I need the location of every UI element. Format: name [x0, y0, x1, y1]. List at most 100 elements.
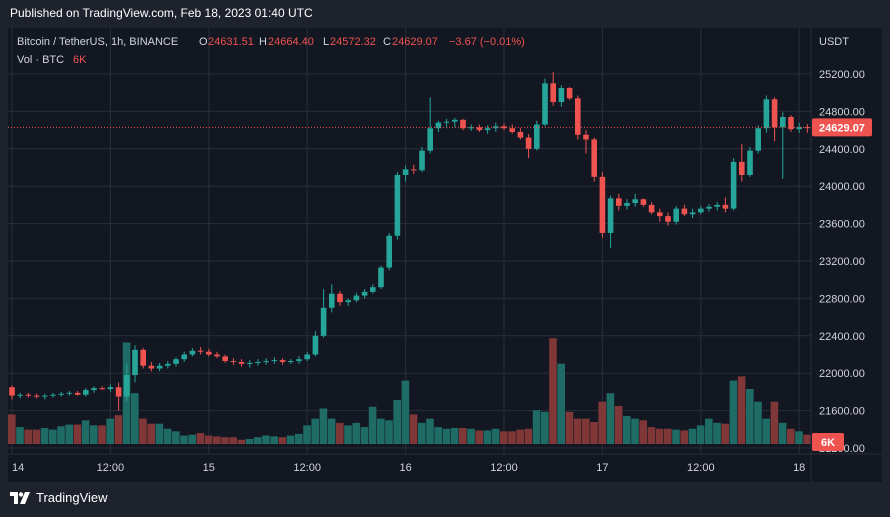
volume-bar [139, 418, 147, 444]
volume-bar [475, 430, 483, 444]
published-text: Published on TradingView.com, Feb 18, 20… [10, 6, 313, 20]
last-volume-badge [812, 433, 844, 451]
candle-body [271, 360, 278, 362]
legend-change: −3.67 (−0.01%) [449, 36, 525, 48]
candle-body [378, 267, 384, 288]
volume-bar [459, 427, 467, 444]
volume-bar [737, 376, 746, 444]
x-tick-label: 16 [399, 462, 411, 474]
legend-c-value: 24629.07 [392, 36, 438, 48]
volume-bar [278, 437, 287, 444]
candle-body [796, 127, 802, 130]
volume-bar [762, 418, 770, 444]
legend-vol-value: 6K [73, 54, 87, 66]
volume-bar [196, 433, 205, 444]
candle-body [279, 360, 286, 362]
y-tick-label: 23200.00 [819, 256, 865, 268]
last-price-label: 24629.07 [819, 122, 865, 134]
candle-body [99, 388, 105, 390]
candle-body [501, 126, 507, 129]
volume-bar [237, 439, 246, 444]
candle-body [583, 134, 589, 140]
last-volume-label: 6K [821, 437, 835, 449]
candle-body [402, 169, 409, 175]
volume-bar [409, 414, 418, 444]
legend-o-label: O [199, 36, 208, 48]
candle-body [74, 392, 81, 395]
x-tick-label: 15 [203, 462, 215, 474]
legend-o-value: 24631.51 [208, 36, 254, 48]
candle-body [591, 139, 597, 177]
candle-body [534, 124, 540, 149]
volume-bar [565, 411, 574, 444]
volume-bar [541, 411, 549, 444]
candle-body [132, 349, 138, 376]
x-tick-label: 14 [12, 462, 24, 474]
volume-bar [352, 422, 360, 444]
volume-bar [508, 431, 516, 444]
volume-bar [303, 425, 311, 444]
volume-bar [106, 418, 114, 444]
candle-body [173, 359, 179, 364]
candle-body [665, 216, 671, 222]
candle-body [788, 117, 794, 130]
volume-bar [32, 429, 41, 444]
volume-bar [188, 434, 196, 444]
y-tick-label: 24400.00 [819, 144, 865, 156]
candle-body [181, 354, 187, 360]
candle-body [124, 375, 130, 397]
candle-body [755, 128, 761, 151]
volume-bar [90, 425, 98, 444]
candle-body [804, 127, 811, 129]
volume-bar [500, 431, 508, 444]
candle-body [476, 127, 483, 131]
candle-body [689, 212, 696, 215]
volume-bar [483, 430, 492, 444]
candle-body [222, 356, 228, 362]
candle-body [247, 362, 253, 364]
candle-body [17, 394, 23, 396]
volume-bar [254, 437, 262, 444]
candle-body [107, 387, 114, 390]
candle-body [165, 363, 171, 366]
legend-l-value: 24572.32 [330, 36, 376, 48]
candle-body [673, 208, 679, 222]
volume-bar [377, 418, 385, 444]
x-tick-label: 12:00 [97, 462, 125, 474]
candle-body [648, 204, 655, 213]
candle-body [361, 291, 368, 296]
volume-bar [606, 393, 615, 444]
candle-body [156, 365, 163, 369]
volume-bar [614, 405, 623, 444]
price-chart[interactable]: 25200.00 24800.00 24400.00 24000.00 23600.00… [8, 28, 882, 482]
candle-body [739, 161, 745, 175]
legend-h-label: H [259, 36, 267, 48]
volume-bar [221, 437, 229, 444]
candle-body [722, 204, 729, 209]
candle-body [189, 350, 196, 355]
y-tick-label: 21600.00 [819, 406, 865, 418]
candle-body [468, 127, 474, 129]
chart-panel[interactable]: 25200.00 24800.00 24400.00 24000.00 23600.00… [8, 28, 882, 482]
x-tick-label: 12:00 [293, 462, 321, 474]
volume-bar [516, 429, 524, 444]
candle-body [263, 361, 269, 363]
candle-body [140, 349, 146, 366]
volume-bar [713, 422, 721, 444]
volume-bar [262, 435, 270, 444]
volume-bar [229, 437, 237, 444]
candle-body [706, 206, 712, 209]
volume-bar [344, 425, 352, 444]
candle-body [632, 199, 638, 204]
candle-body [509, 128, 515, 132]
candle-body [771, 99, 778, 128]
candle-body [460, 119, 466, 129]
axes: 25200.00 24800.00 24400.00 24000.00 23600.00… [8, 28, 882, 482]
volume-bar [98, 425, 106, 444]
tradingview-brand[interactable]: TradingView [10, 490, 108, 505]
candle-body [25, 394, 32, 396]
volume-bar [24, 429, 32, 444]
volume-bar [172, 431, 180, 444]
last-price-badge [812, 118, 872, 137]
y-tick-label: 24000.00 [819, 181, 865, 193]
